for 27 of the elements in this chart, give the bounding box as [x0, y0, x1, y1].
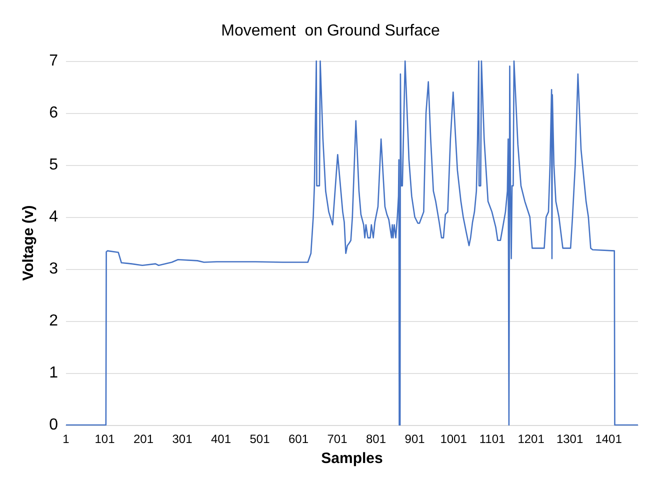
x-tick-label: 501	[250, 432, 270, 446]
x-tick-label: 101	[94, 432, 116, 446]
x-tick-label: 1101	[479, 432, 506, 446]
y-tick-label: 1	[49, 364, 58, 382]
x-tick-label: 1301	[556, 432, 584, 446]
y-tick-label: 2	[49, 312, 58, 330]
line-series	[65, 60, 639, 426]
x-tick-label: 201	[133, 432, 154, 446]
y-tick-label: 0	[49, 416, 58, 434]
x-tick-label: 1201	[518, 432, 545, 446]
x-tick-label: 1401	[595, 432, 622, 446]
y-tick-label: 3	[49, 260, 58, 278]
x-tick-label: 301	[172, 432, 193, 446]
x-tick-label: 801	[366, 432, 386, 446]
x-tick-label: 1001	[440, 432, 468, 446]
y-tick-label: 6	[49, 104, 58, 122]
x-tick-label: 701	[327, 432, 348, 446]
y-tick-label: 4	[49, 208, 58, 226]
x-tick-label: 901	[404, 432, 426, 446]
x-tick-label: 1	[62, 432, 70, 446]
y-tick-label: 7	[49, 52, 58, 70]
chart-title: Movement on Ground Surface	[221, 22, 440, 40]
x-axis-title: Samples	[321, 450, 383, 467]
x-tick-label: 401	[211, 432, 232, 446]
y-axis-title: Voltage (v)	[20, 205, 37, 281]
y-tick-label: 5	[49, 156, 58, 174]
x-tick-label: 601	[288, 432, 309, 446]
